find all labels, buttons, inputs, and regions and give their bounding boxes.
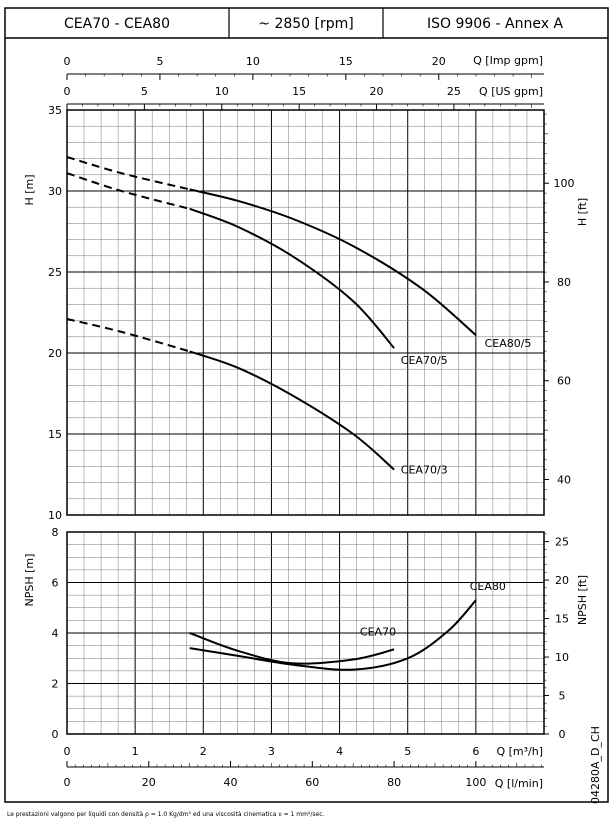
- head-y-tick: 30: [48, 185, 62, 198]
- lmin-tick-label: 20: [142, 776, 156, 789]
- head-curve-cea70-5-dashed: [66, 172, 190, 210]
- head-curve-label-cea80-5: CEA80/5: [485, 337, 532, 350]
- header-model: CEA70 - CEA80: [64, 16, 170, 32]
- drawing-code: 04280A_D_CH: [589, 726, 602, 804]
- header-standard: ISO 9906 - Annex A: [427, 16, 563, 32]
- head-ft-tick: 100: [554, 177, 575, 190]
- head-curves: CEA80/5 CEA70/5 CEA70/3: [66, 156, 532, 477]
- lmin-tick-label: 60: [305, 776, 319, 789]
- npsh-y-tick: 6: [52, 577, 59, 590]
- top-axis-us-gpm-label: Q [US gpm]: [479, 85, 543, 98]
- head-y-right-label: H [ft]: [576, 198, 589, 226]
- lmin-tick-label: 80: [387, 776, 401, 789]
- head-y-tick: 20: [48, 347, 62, 360]
- x-axis-m3h-label: Q [m³/h]: [496, 745, 543, 758]
- us-gpm-axis-tick-label: 0: [64, 85, 71, 98]
- head-curve-label-cea70-3: CEA70/3: [401, 464, 448, 477]
- head-ft-tick: 60: [557, 375, 571, 388]
- npsh-y-right-label: NPSH [ft]: [576, 575, 589, 625]
- footer-note: Le prestazioni valgono per liquidi con d…: [7, 811, 325, 818]
- x-m3h-tick-label: 3: [268, 745, 275, 758]
- head-y-tick: 35: [48, 104, 62, 117]
- x-m3h-tick-label: 2: [200, 745, 207, 758]
- npsh-curve-cea80: [189, 599, 477, 671]
- lmin-tick-label: 100: [465, 776, 486, 789]
- x-m3h-tick-label: 6: [472, 745, 479, 758]
- npsh-y-tick: 4: [52, 627, 59, 640]
- top-axis-imp-gpm-label: Q [Imp gpm]: [473, 54, 543, 67]
- npsh-ft-tick: 10: [555, 651, 569, 664]
- npsh-curve-label-cea70: CEA70: [360, 625, 396, 638]
- npsh-y-tick: 8: [52, 526, 59, 539]
- imp-gpm-axis-tick-label: 5: [156, 55, 163, 68]
- head-y-tick: 15: [48, 428, 62, 441]
- us-gpm-axis-tick-label: 25: [447, 85, 461, 98]
- npsh-ft-tick: 5: [559, 690, 566, 703]
- head-grid: [67, 110, 544, 515]
- npsh-grid: [67, 532, 544, 734]
- head-plot-frame: [66, 109, 545, 516]
- npsh-curves: CEA70 CEA80: [189, 580, 506, 671]
- head-ft-tick: 80: [557, 276, 571, 289]
- npsh-ft-tick: 25: [555, 536, 569, 549]
- x-m3h-tick-label: 4: [336, 745, 343, 758]
- head-y-label: H [m]: [23, 174, 36, 205]
- npsh-ft-tick: 0: [559, 728, 566, 741]
- x-axis-lmin-label: Q [l/min]: [495, 777, 543, 790]
- x-m3h-tick-label: 0: [64, 745, 71, 758]
- x-m3h-tick-label: 5: [404, 745, 411, 758]
- head-curve-cea80-5-dashed: [66, 156, 190, 191]
- imp-gpm-axis-tick-label: 15: [339, 55, 353, 68]
- us-gpm-axis-tick-label: 5: [141, 85, 148, 98]
- head-y-tick: 10: [48, 509, 62, 522]
- sheet-frame: [4, 7, 609, 803]
- us-gpm-axis-tick-label: 10: [215, 85, 229, 98]
- head-curve-cea80-5: [189, 188, 477, 336]
- head-curve-cea70-3-dashed: [66, 318, 190, 353]
- head-y-tick: 25: [48, 266, 62, 279]
- us-gpm-axis-tick-label: 20: [370, 85, 384, 98]
- us-gpm-axis-tick-label: 15: [292, 85, 306, 98]
- x-m3h-tick-label: 1: [132, 745, 139, 758]
- head-curve-cea70-3: [189, 350, 395, 471]
- npsh-curve-cea70: [189, 632, 395, 665]
- header-speed: ~ 2850 [rpm]: [258, 16, 353, 32]
- lmin-tick-label: 0: [64, 776, 71, 789]
- npsh-ft-tick: 20: [555, 574, 569, 587]
- npsh-y-tick: 2: [52, 678, 59, 691]
- npsh-ft-tick: 15: [555, 613, 569, 626]
- npsh-y-label: NPSH [m]: [23, 554, 36, 607]
- npsh-curve-label-cea80: CEA80: [470, 580, 506, 593]
- head-ft-tick: 40: [557, 473, 571, 486]
- npsh-y-tick: 0: [52, 728, 59, 741]
- lmin-tick-label: 40: [224, 776, 238, 789]
- imp-gpm-axis-tick-label: 10: [246, 55, 260, 68]
- npsh-plot-frame: [66, 531, 545, 735]
- imp-gpm-axis-tick-label: 20: [432, 55, 446, 68]
- imp-gpm-axis-tick-label: 0: [64, 55, 71, 68]
- head-curve-cea70-5: [189, 207, 395, 349]
- head-curve-label-cea70-5: CEA70/5: [401, 354, 448, 367]
